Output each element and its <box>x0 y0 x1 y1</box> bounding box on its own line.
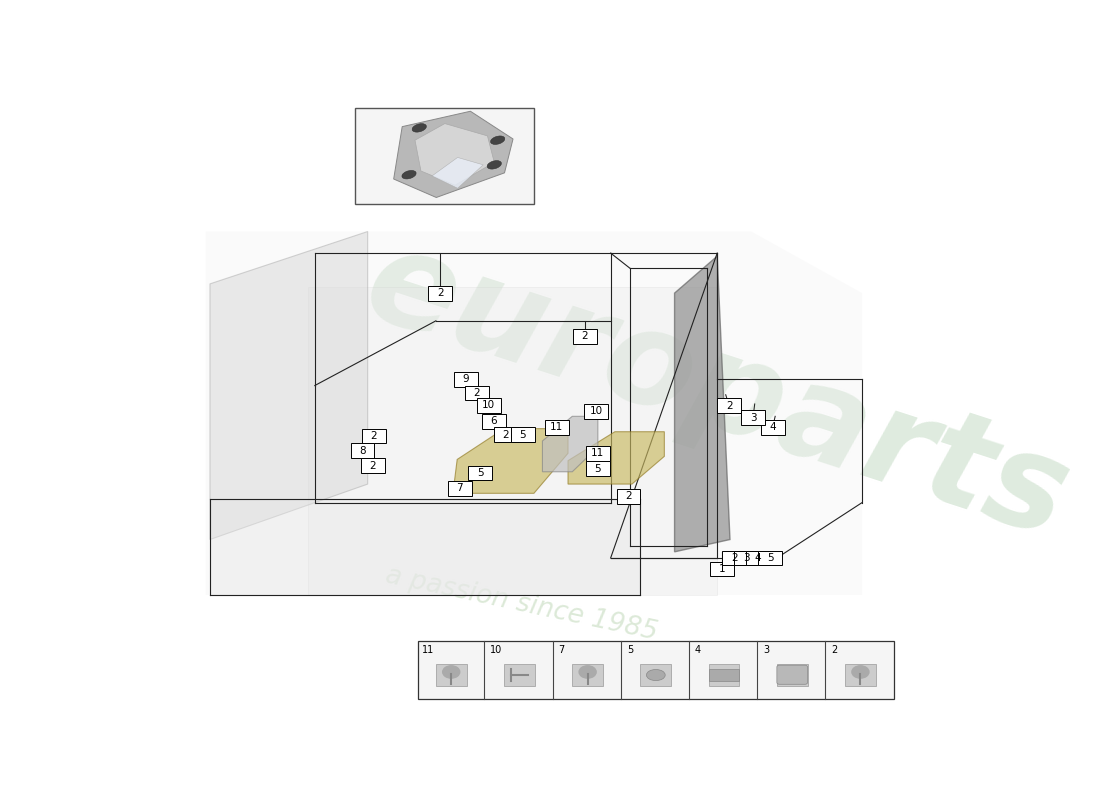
Text: 7: 7 <box>559 645 565 654</box>
FancyBboxPatch shape <box>586 462 609 476</box>
Polygon shape <box>845 664 876 686</box>
FancyBboxPatch shape <box>494 427 518 442</box>
FancyBboxPatch shape <box>573 329 597 344</box>
Text: 2: 2 <box>371 431 377 441</box>
Polygon shape <box>453 429 568 494</box>
FancyBboxPatch shape <box>355 108 534 204</box>
Ellipse shape <box>487 161 502 169</box>
Polygon shape <box>568 432 664 484</box>
Polygon shape <box>394 111 513 198</box>
Text: 3: 3 <box>763 645 769 654</box>
Text: 5: 5 <box>627 645 634 654</box>
Text: 6: 6 <box>491 416 497 426</box>
Polygon shape <box>674 256 730 552</box>
Text: 10: 10 <box>482 400 495 410</box>
Text: 2: 2 <box>437 288 443 298</box>
Text: 2: 2 <box>726 401 733 411</box>
Circle shape <box>851 666 869 678</box>
Text: 2: 2 <box>370 461 376 470</box>
FancyBboxPatch shape <box>777 665 807 684</box>
Text: 11: 11 <box>422 645 435 654</box>
Text: 8: 8 <box>360 446 366 456</box>
Text: 11: 11 <box>550 422 563 433</box>
Text: 2: 2 <box>582 331 588 342</box>
Text: a passion since 1985: a passion since 1985 <box>383 562 660 646</box>
FancyBboxPatch shape <box>465 386 488 400</box>
Text: 10: 10 <box>590 406 603 416</box>
FancyBboxPatch shape <box>510 427 535 442</box>
FancyBboxPatch shape <box>544 420 569 435</box>
FancyBboxPatch shape <box>617 489 640 504</box>
Polygon shape <box>415 123 494 185</box>
Polygon shape <box>504 664 535 686</box>
Polygon shape <box>432 158 483 188</box>
Text: 4: 4 <box>755 553 761 563</box>
FancyBboxPatch shape <box>735 550 758 566</box>
FancyBboxPatch shape <box>741 410 764 425</box>
FancyBboxPatch shape <box>708 669 739 682</box>
Text: 4: 4 <box>769 422 776 433</box>
Text: 10: 10 <box>491 645 503 654</box>
Text: 2: 2 <box>503 430 509 440</box>
FancyBboxPatch shape <box>448 481 472 496</box>
Polygon shape <box>708 664 739 686</box>
Circle shape <box>579 666 596 678</box>
Text: 5: 5 <box>477 468 484 478</box>
FancyBboxPatch shape <box>428 286 452 301</box>
Ellipse shape <box>647 670 666 681</box>
Polygon shape <box>777 664 807 686</box>
Polygon shape <box>640 664 671 686</box>
Polygon shape <box>542 416 598 472</box>
FancyBboxPatch shape <box>469 466 492 480</box>
Text: 4: 4 <box>695 645 701 654</box>
Polygon shape <box>308 287 717 595</box>
FancyBboxPatch shape <box>717 398 741 414</box>
FancyBboxPatch shape <box>711 562 735 577</box>
Text: 2: 2 <box>625 491 631 502</box>
FancyBboxPatch shape <box>723 550 746 566</box>
FancyBboxPatch shape <box>361 458 385 473</box>
Text: 5: 5 <box>767 553 773 563</box>
Ellipse shape <box>402 170 416 179</box>
FancyBboxPatch shape <box>362 429 386 443</box>
Text: 3: 3 <box>742 553 749 563</box>
Polygon shape <box>210 231 367 539</box>
Text: 2: 2 <box>832 645 838 654</box>
Text: 11: 11 <box>591 448 605 458</box>
Text: 3: 3 <box>750 413 757 422</box>
Text: 7: 7 <box>456 483 463 494</box>
FancyBboxPatch shape <box>584 404 608 418</box>
Text: 2: 2 <box>473 388 480 398</box>
Polygon shape <box>206 231 862 595</box>
Ellipse shape <box>412 124 427 132</box>
Text: 1: 1 <box>719 564 726 574</box>
Text: 2: 2 <box>730 553 738 563</box>
FancyBboxPatch shape <box>758 550 782 566</box>
FancyBboxPatch shape <box>746 550 770 566</box>
Text: europarts: europarts <box>351 218 1084 565</box>
Polygon shape <box>210 499 640 595</box>
FancyBboxPatch shape <box>586 446 609 461</box>
Ellipse shape <box>491 136 505 145</box>
FancyBboxPatch shape <box>418 641 893 699</box>
FancyBboxPatch shape <box>476 398 501 413</box>
FancyBboxPatch shape <box>454 372 477 386</box>
Text: 5: 5 <box>519 430 526 440</box>
Circle shape <box>442 666 460 678</box>
Text: 9: 9 <box>462 374 469 384</box>
Polygon shape <box>572 664 603 686</box>
FancyBboxPatch shape <box>351 443 374 458</box>
Polygon shape <box>436 664 466 686</box>
FancyBboxPatch shape <box>482 414 506 429</box>
Text: 5: 5 <box>594 464 602 474</box>
FancyBboxPatch shape <box>761 420 784 435</box>
